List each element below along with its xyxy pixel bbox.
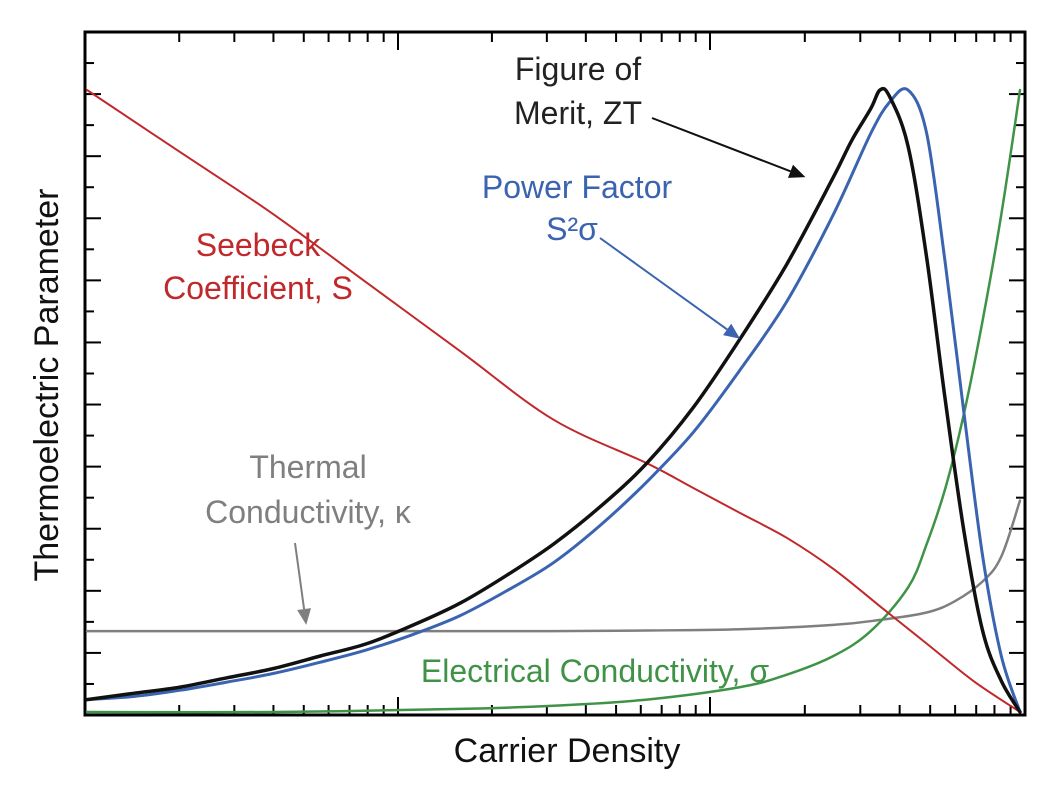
power-factor-label-line2: S²σ [546, 211, 598, 247]
annotation-arrows [294, 117, 806, 625]
x-axis-title: Carrier Density [454, 732, 681, 770]
seebeck-label-line2: Coefficient, S [163, 270, 353, 306]
zt-label-line2: Merit, ZT [514, 95, 642, 131]
power-factor-line [85, 87, 1022, 714]
zt-label-line1: Figure of [515, 51, 641, 87]
thermal-line [85, 499, 1022, 633]
zt-arrow-head [787, 164, 806, 178]
electrical-line [85, 88, 1022, 714]
plot-border [83, 30, 1027, 717]
thermal-label-line1: Thermal [249, 449, 366, 485]
thermal-arrow-line [294, 542, 306, 610]
plot-frame [83, 30, 1027, 717]
power-factor-arrow-line [599, 237, 728, 331]
zt-arrow-line [651, 117, 791, 173]
series-layer [85, 86, 1022, 714]
axis-ticks [84, 32, 1025, 715]
thermal-label-line2: Conductivity, κ [205, 494, 412, 530]
power-factor-arrow-head [723, 323, 741, 339]
y-axis-title: Thermoelectric Parameter [28, 188, 66, 581]
electrical-label: Electrical Conductivity, σ [421, 653, 769, 689]
thermal-arrow-head [297, 608, 312, 625]
seebeck-label-line1: Seebeck [196, 227, 322, 263]
power-factor-label-line1: Power Factor [482, 169, 673, 205]
zt-line [85, 86, 1022, 714]
